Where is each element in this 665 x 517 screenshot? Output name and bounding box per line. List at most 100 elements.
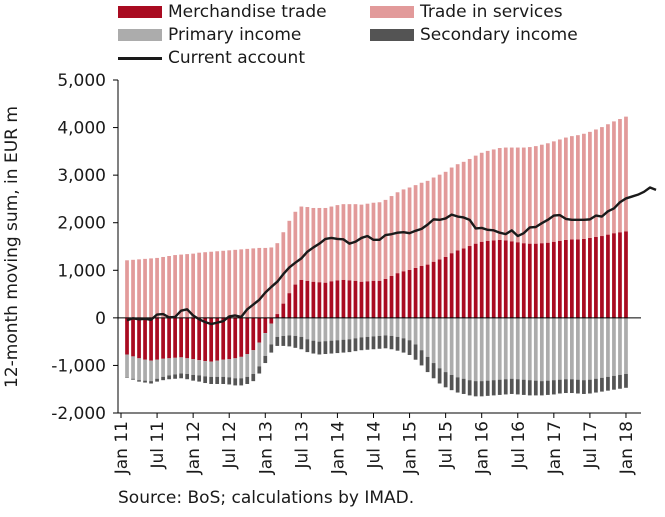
bar-services-78 — [594, 129, 598, 237]
bar-merchandise-29 — [299, 279, 304, 318]
legend-swatch-secondary — [370, 29, 414, 41]
bar-secondary-54 — [449, 374, 454, 391]
bar-services-25 — [275, 243, 280, 315]
bar-services-79 — [600, 127, 604, 237]
bar-services-12 — [197, 252, 202, 318]
bar-merchandise-51 — [431, 261, 436, 318]
bar-primary-17 — [227, 359, 232, 378]
bar-secondary-41 — [371, 336, 376, 350]
bar-primary-18 — [233, 358, 238, 379]
bar-services-4 — [149, 258, 153, 318]
bar-merchandise-36 — [341, 279, 346, 318]
bar-merchandise-70 — [545, 242, 550, 318]
bar-services-72 — [557, 139, 562, 241]
bar-secondary-15 — [215, 376, 220, 384]
x-tick-label: Jul 12 — [220, 421, 240, 470]
bar-services-55 — [455, 164, 460, 251]
bar-merchandise-9 — [179, 317, 183, 358]
bar-secondary-49 — [419, 350, 424, 366]
bar-primary-32 — [317, 317, 322, 342]
bar-services-44 — [389, 196, 394, 276]
bar-merchandise-59 — [479, 241, 484, 318]
bar-secondary-42 — [377, 335, 382, 349]
bar-services-17 — [227, 250, 232, 318]
y-tick-label: 0 — [95, 309, 106, 329]
bar-services-19 — [239, 249, 244, 318]
bar-secondary-33 — [323, 341, 328, 355]
bar-primary-39 — [359, 317, 364, 338]
bar-services-18 — [233, 249, 238, 318]
bar-secondary-60 — [485, 380, 490, 396]
bar-secondary-65 — [515, 379, 520, 395]
bar-merchandise-67 — [527, 243, 532, 318]
bar-services-21 — [251, 248, 256, 318]
bar-merchandise-0 — [125, 317, 129, 355]
bar-secondary-29 — [299, 336, 304, 350]
bar-merchandise-1 — [131, 317, 135, 357]
bar-services-22 — [257, 247, 262, 318]
bar-merchandise-54 — [449, 253, 454, 318]
bar-secondary-59 — [479, 381, 484, 397]
x-tick-label: Jul 11 — [148, 421, 168, 470]
bar-services-3 — [143, 258, 147, 318]
legend-secondary: Secondary income — [370, 25, 578, 45]
bar-secondary-83 — [624, 373, 628, 388]
bar-secondary-81 — [612, 375, 616, 390]
bar-services-9 — [179, 254, 183, 318]
bar-merchandise-32 — [317, 282, 322, 318]
bar-secondary-31 — [311, 340, 316, 354]
bar-merchandise-22 — [257, 317, 262, 343]
bar-services-80 — [606, 124, 610, 235]
bar-services-2 — [137, 259, 141, 318]
bar-secondary-80 — [606, 376, 610, 391]
chart-axes: -2,000 -1,000 0 1,000 2,000 3,000 4,000 5,000 Ja… — [51, 71, 641, 475]
bar-services-47 — [407, 187, 412, 270]
legend-services: Trade in services — [370, 2, 563, 22]
bar-primary-51 — [431, 317, 436, 364]
legend: Merchandise trade Trade in services Prim… — [118, 2, 638, 68]
bar-primary-21 — [251, 350, 256, 374]
bar-secondary-71 — [551, 380, 556, 395]
bar-merchandise-14 — [209, 317, 214, 362]
bar-merchandise-82 — [618, 232, 622, 318]
bar-merchandise-25 — [275, 314, 280, 318]
bar-primary-75 — [576, 317, 580, 380]
bar-primary-35 — [335, 317, 340, 341]
bar-secondary-75 — [576, 379, 580, 394]
bar-merchandise-37 — [347, 280, 352, 318]
bar-services-11 — [191, 253, 196, 318]
bar-secondary-45 — [395, 336, 400, 351]
bar-merchandise-20 — [245, 317, 250, 355]
bar-primary-25 — [275, 317, 280, 337]
bar-primary-28 — [293, 317, 298, 336]
bar-primary-58 — [473, 317, 478, 382]
bar-secondary-51 — [431, 363, 436, 379]
bar-services-76 — [582, 133, 586, 239]
bar-merchandise-38 — [353, 280, 358, 318]
bar-secondary-2 — [137, 380, 141, 382]
y-tick-label: 4,000 — [57, 119, 106, 139]
bar-merchandise-11 — [191, 317, 196, 360]
bar-merchandise-16 — [221, 317, 226, 360]
bar-primary-8 — [173, 357, 177, 375]
bar-primary-49 — [419, 317, 424, 351]
x-tick-label: Jul 13 — [292, 421, 312, 470]
bar-services-68 — [533, 146, 538, 244]
bar-services-10 — [185, 254, 189, 318]
bar-secondary-74 — [570, 379, 574, 394]
bar-services-34 — [329, 206, 334, 282]
bar-merchandise-27 — [287, 293, 292, 318]
bar-primary-31 — [311, 317, 316, 341]
bar-secondary-52 — [437, 368, 442, 384]
bar-services-63 — [503, 147, 508, 241]
bar-merchandise-35 — [335, 280, 340, 318]
y-axis-label: 12-month moving sum, in EUR m — [2, 106, 22, 388]
bar-primary-1 — [131, 356, 135, 379]
bar-merchandise-78 — [594, 236, 598, 318]
bar-primary-46 — [401, 317, 406, 339]
x-tick-label: Jan 13 — [256, 421, 276, 475]
bar-primary-64 — [509, 317, 514, 379]
bar-merchandise-41 — [371, 280, 376, 318]
bar-services-32 — [317, 207, 322, 283]
